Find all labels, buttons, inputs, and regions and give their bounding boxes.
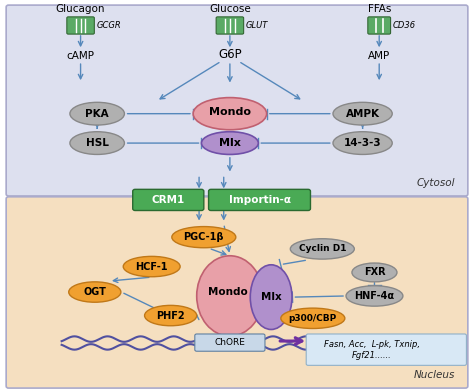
FancyBboxPatch shape — [133, 189, 204, 211]
Ellipse shape — [193, 98, 266, 130]
FancyBboxPatch shape — [6, 197, 468, 388]
Ellipse shape — [70, 102, 124, 125]
Text: Glucose: Glucose — [209, 4, 251, 14]
Text: HSL: HSL — [86, 138, 109, 148]
Ellipse shape — [197, 256, 263, 336]
Text: Fgf21......: Fgf21...... — [352, 352, 392, 360]
FancyBboxPatch shape — [209, 189, 310, 211]
Text: GLUT: GLUT — [246, 21, 268, 30]
Text: Mlx: Mlx — [261, 292, 282, 302]
Text: Mondo: Mondo — [209, 107, 251, 117]
Text: ChORE: ChORE — [214, 338, 246, 347]
Text: HNF-4α: HNF-4α — [355, 291, 394, 301]
Text: GCGR: GCGR — [97, 21, 121, 30]
Text: FXR: FXR — [364, 267, 385, 278]
Text: CD36: CD36 — [393, 21, 416, 30]
Text: CRM1: CRM1 — [152, 195, 185, 205]
Text: Cytosol: Cytosol — [417, 178, 455, 188]
Ellipse shape — [123, 256, 180, 277]
Ellipse shape — [69, 282, 121, 302]
FancyBboxPatch shape — [6, 5, 468, 196]
Text: p300/CBP: p300/CBP — [289, 314, 337, 323]
Text: Nucleus: Nucleus — [414, 370, 455, 380]
Text: PHF2: PHF2 — [156, 310, 185, 321]
Ellipse shape — [201, 132, 258, 154]
Ellipse shape — [145, 305, 197, 326]
Text: AMPK: AMPK — [346, 109, 380, 119]
FancyBboxPatch shape — [67, 17, 94, 34]
Ellipse shape — [333, 102, 392, 125]
Ellipse shape — [70, 132, 124, 154]
Ellipse shape — [281, 308, 345, 328]
FancyBboxPatch shape — [306, 334, 466, 365]
Text: HCF-1: HCF-1 — [136, 261, 168, 272]
Text: 14-3-3: 14-3-3 — [344, 138, 382, 148]
Text: FFAs: FFAs — [367, 4, 391, 14]
Text: Cyclin D1: Cyclin D1 — [299, 245, 346, 253]
Ellipse shape — [333, 132, 392, 154]
Text: Glucagon: Glucagon — [56, 4, 105, 14]
Text: PGC-1β: PGC-1β — [183, 232, 224, 242]
FancyBboxPatch shape — [368, 17, 391, 34]
FancyBboxPatch shape — [195, 334, 265, 351]
Text: Fasn, Acc,  L-pk, Txnip,: Fasn, Acc, L-pk, Txnip, — [324, 341, 420, 349]
Text: Mlx: Mlx — [219, 138, 241, 148]
Ellipse shape — [352, 263, 397, 282]
Text: AMP: AMP — [368, 51, 390, 61]
Text: cAMP: cAMP — [66, 51, 95, 61]
Ellipse shape — [346, 286, 403, 306]
Ellipse shape — [250, 265, 292, 329]
Text: PKA: PKA — [85, 109, 109, 119]
Ellipse shape — [172, 227, 236, 248]
Ellipse shape — [290, 239, 355, 259]
Text: G6P: G6P — [218, 47, 242, 61]
Text: Mondo: Mondo — [208, 287, 247, 297]
Text: OGT: OGT — [83, 287, 106, 297]
FancyBboxPatch shape — [216, 17, 244, 34]
Text: Importin-α: Importin-α — [229, 195, 291, 205]
